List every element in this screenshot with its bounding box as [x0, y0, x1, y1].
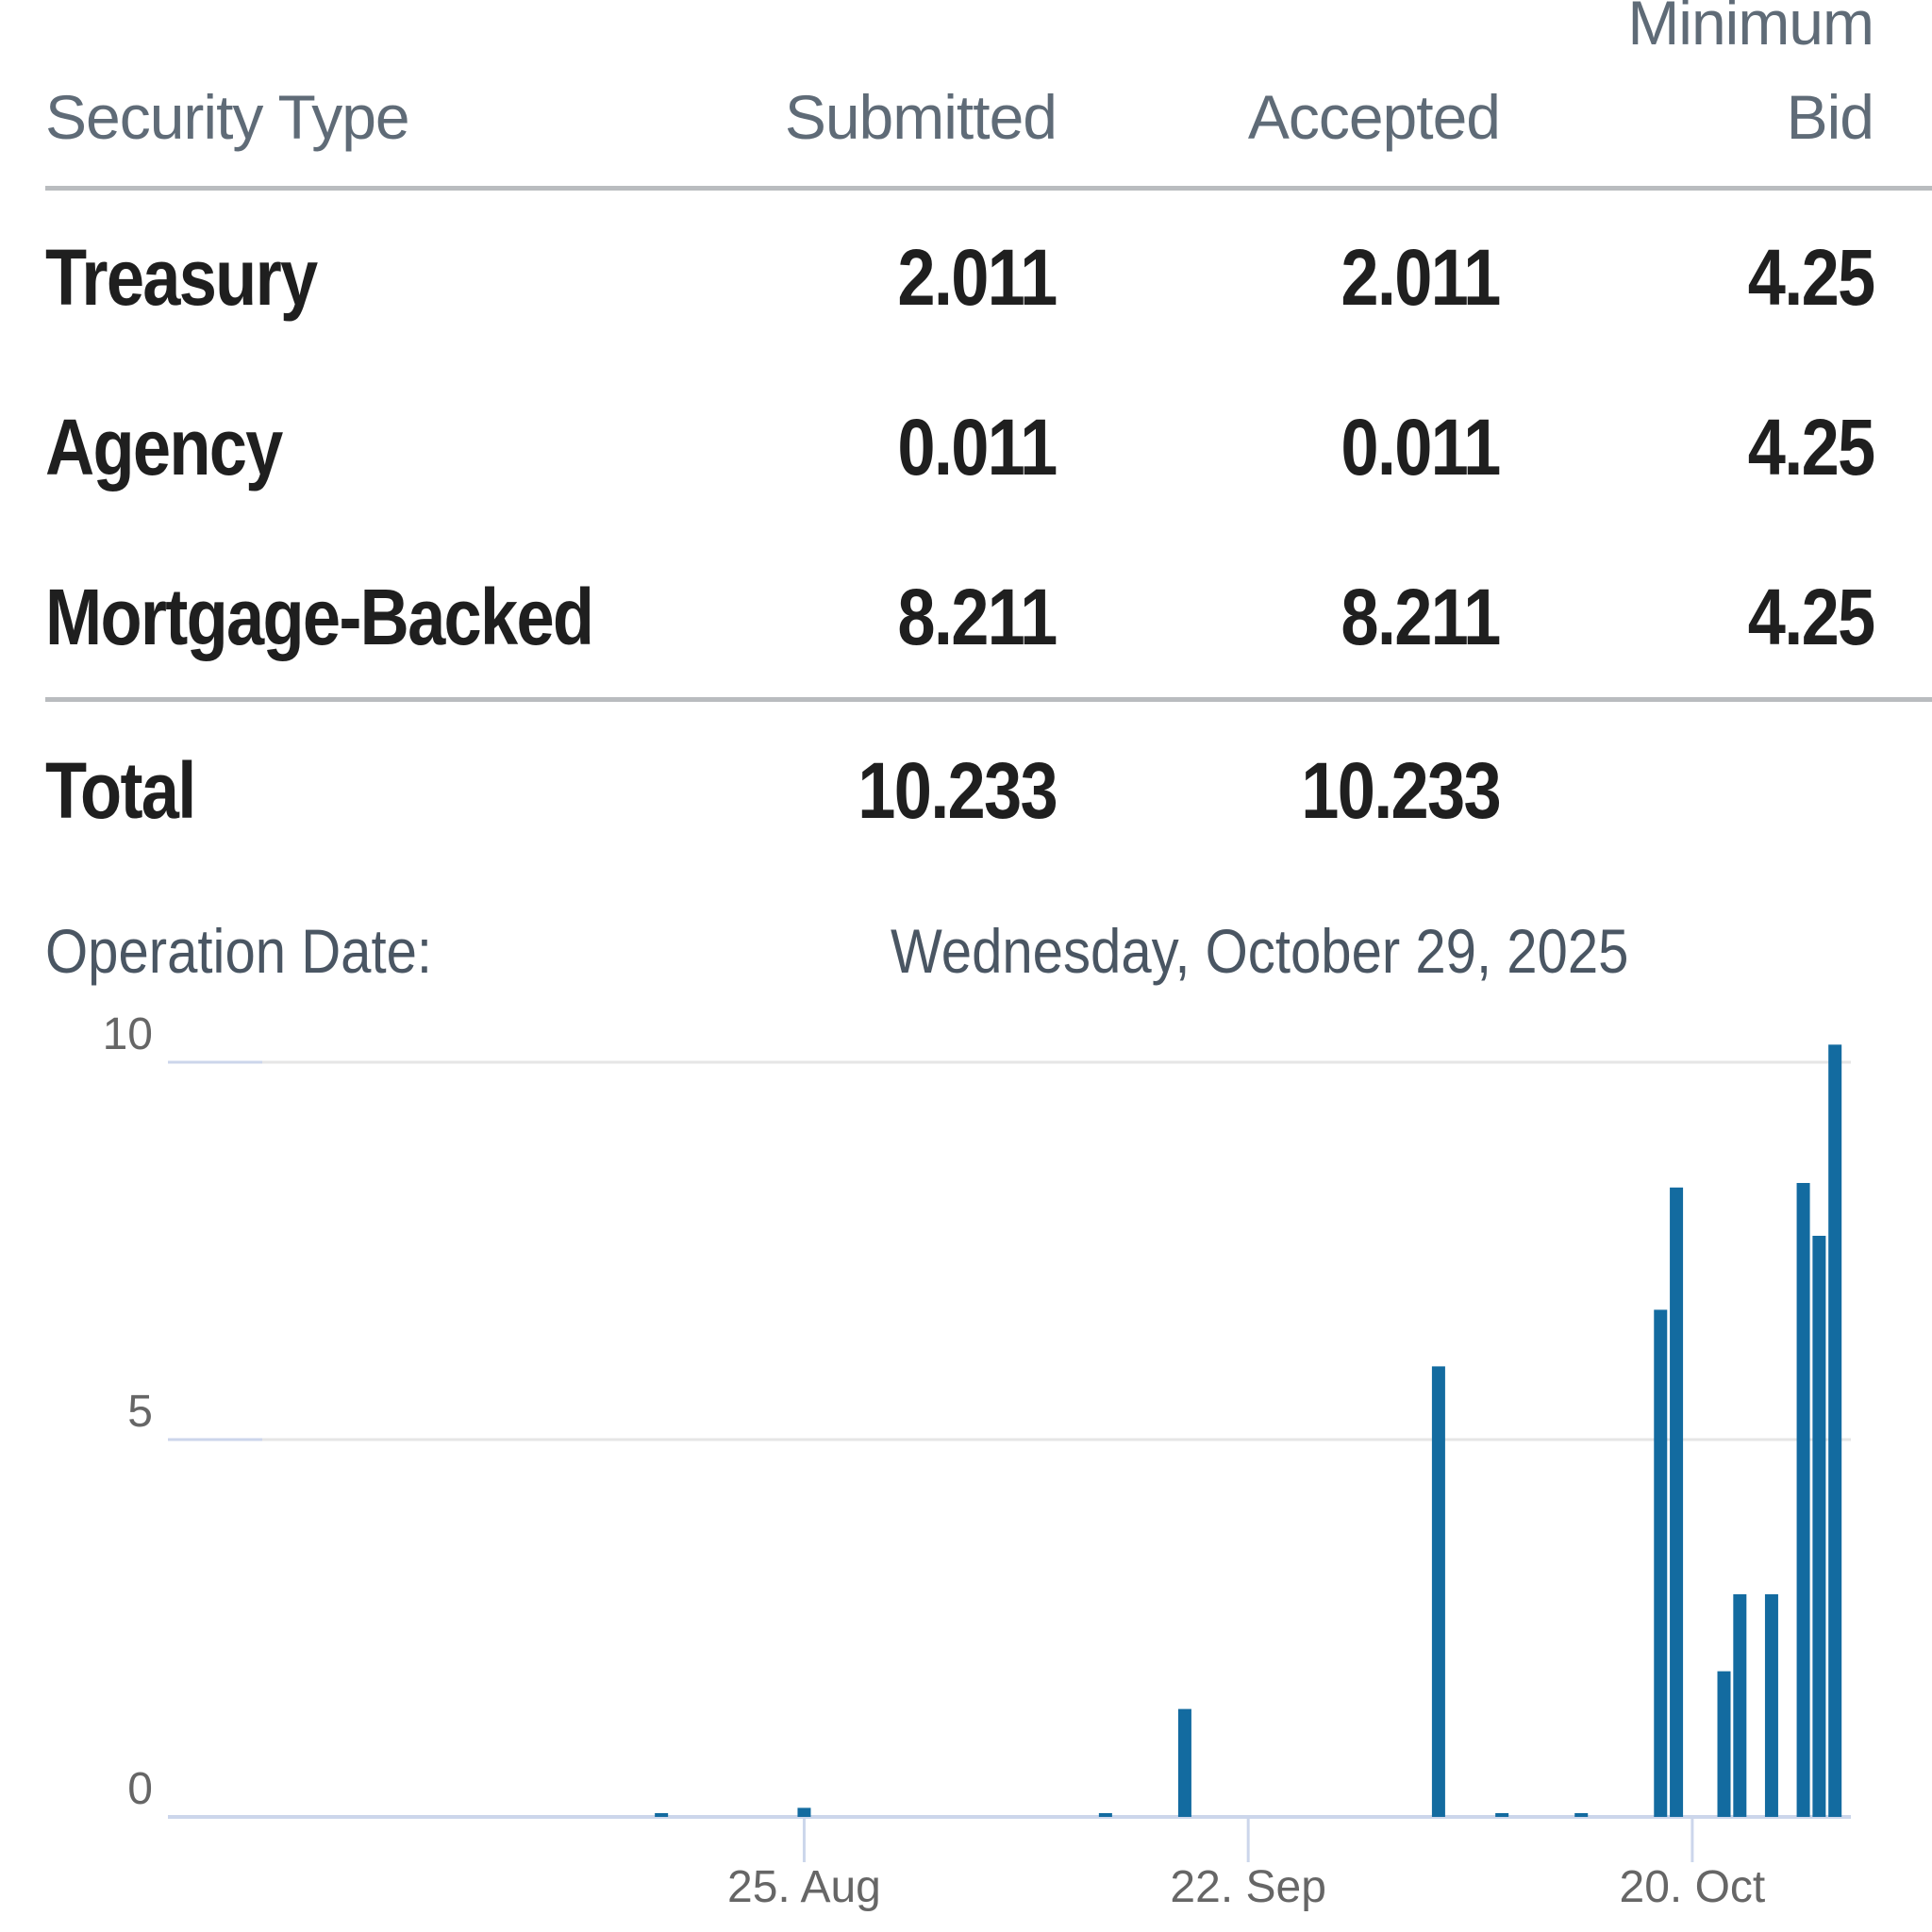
row-label-total: Total	[45, 746, 196, 835]
header-minimum-line1: Minimum	[1627, 0, 1874, 58]
row-treasury-minimum-bid: 4.25	[1747, 233, 1874, 322]
row-agency-minimum-bid: 4.25	[1747, 403, 1874, 491]
chart-bar[interactable]	[655, 1813, 669, 1817]
x-tick-label: 20. Oct	[1620, 1862, 1766, 1912]
chart-bar[interactable]	[1574, 1813, 1589, 1817]
header-divider	[45, 186, 1932, 191]
chart-bar[interactable]	[1098, 1813, 1112, 1817]
row-treasury-accepted: 2.011	[1341, 233, 1502, 322]
row-mortgage-backed-accepted: 8.211	[1341, 573, 1502, 661]
row-mortgage-backed-submitted: 8.211	[897, 573, 1058, 661]
row-treasury-submitted: 2.011	[897, 233, 1058, 322]
operation-date-label: Operation Date:	[45, 916, 433, 986]
row-agency-submitted: 0.011	[897, 403, 1058, 491]
header-accepted: Accepted	[1247, 82, 1501, 152]
chart-bar[interactable]	[1812, 1236, 1826, 1817]
y-tick-label: 5	[127, 1387, 153, 1437]
chart-bars	[655, 1044, 1842, 1817]
chart-bar[interactable]	[1717, 1671, 1731, 1817]
chart-bar[interactable]	[1177, 1708, 1191, 1817]
row-label-treasury: Treasury	[45, 233, 318, 322]
y-tick-label: 0	[127, 1764, 153, 1814]
header-minimum-line2: Bid	[1786, 82, 1874, 152]
chart-bar[interactable]	[1431, 1366, 1445, 1817]
total-submitted: 10.233	[858, 746, 1058, 835]
row-mortgage-backed-minimum-bid: 4.25	[1747, 573, 1874, 661]
total-accepted: 10.233	[1301, 746, 1501, 835]
chart-bar[interactable]	[1764, 1594, 1778, 1817]
row-agency-accepted: 0.011	[1341, 403, 1502, 491]
header-submitted: Submitted	[784, 82, 1058, 152]
x-tick-label: 22. Sep	[1170, 1862, 1325, 1912]
y-tick-label: 10	[103, 1009, 153, 1059]
operations-bar-chart: 0 5 10 25. Aug 22. Sep 20. Oct	[103, 1009, 1851, 1912]
chart-bar[interactable]	[1796, 1183, 1810, 1817]
x-tick-label: 25. Aug	[727, 1862, 881, 1912]
chart-bar[interactable]	[1670, 1187, 1684, 1817]
chart-bar[interactable]	[797, 1807, 811, 1817]
chart-gridlines	[168, 1060, 1851, 1819]
header-security-type: Security Type	[45, 82, 410, 152]
operation-date-value: Wednesday, October 29, 2025	[891, 916, 1629, 986]
row-label-agency: Agency	[45, 403, 283, 491]
row-label-mortgage-backed: Mortgage-Backed	[45, 573, 594, 661]
chart-bar[interactable]	[1654, 1309, 1668, 1817]
chart-bar[interactable]	[1733, 1594, 1747, 1817]
total-divider	[45, 697, 1932, 702]
chart-bar[interactable]	[1495, 1813, 1509, 1817]
chart-axes: 0 5 10 25. Aug 22. Sep 20. Oct	[103, 1009, 1766, 1912]
chart-bar[interactable]	[1828, 1044, 1842, 1817]
